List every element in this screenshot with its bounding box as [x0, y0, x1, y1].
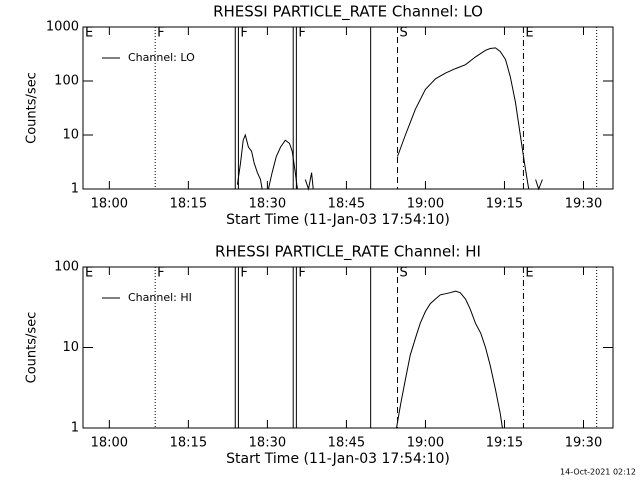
x-tick-label: 19:30 — [565, 197, 602, 212]
x-axis-label: Start Time (11-Jan-03 17:54:10) — [226, 212, 450, 228]
y-tick-label: 100 — [54, 260, 79, 275]
timestamp: 14-Oct-2021 02:12 — [560, 468, 636, 477]
event-label: F — [157, 26, 164, 41]
y-tick-label: 10 — [62, 128, 79, 143]
event-label: F — [240, 266, 247, 281]
x-tick-label: 18:00 — [91, 197, 128, 212]
y-tick-label: 100 — [54, 74, 79, 89]
x-tick-label: 19:30 — [565, 436, 602, 451]
x-tick-label: 18:30 — [249, 436, 286, 451]
event-label: E — [525, 266, 533, 281]
y-tick-label: 1 — [71, 421, 79, 436]
x-tick-label: 18:45 — [328, 436, 365, 451]
event-label: F — [157, 266, 164, 281]
x-tick-label: 18:15 — [170, 436, 207, 451]
y-axis-label: Counts/sec — [25, 72, 40, 144]
x-tick-label: 18:45 — [328, 197, 365, 212]
event-label: E — [525, 26, 533, 41]
x-axis-label: Start Time (11-Jan-03 17:54:10) — [226, 451, 450, 467]
chart-title: RHESSI PARTICLE_RATE Channel: HI — [215, 243, 481, 262]
x-tick-label: 19:15 — [486, 436, 523, 451]
chart-title: RHESSI PARTICLE_RATE Channel: LO — [213, 3, 483, 22]
event-label: S — [400, 266, 408, 281]
x-tick-label: 19:00 — [407, 197, 444, 212]
data-line — [236, 47, 543, 191]
x-tick-label: 18:30 — [249, 197, 286, 212]
x-tick-label: 19:15 — [486, 197, 523, 212]
event-label: S — [400, 26, 408, 41]
event-label: F — [298, 26, 305, 41]
x-tick-label: 18:15 — [170, 197, 207, 212]
data-line — [396, 290, 503, 429]
event-label: F — [298, 266, 305, 281]
y-tick-label: 1 — [71, 182, 79, 197]
event-label: E — [85, 26, 93, 41]
x-tick-label: 18:00 — [91, 436, 128, 451]
legend-label: Channel: HI — [128, 291, 192, 304]
x-tick-label: 19:00 — [407, 436, 444, 451]
event-label: F — [240, 26, 247, 41]
plot-frame — [82, 26, 614, 190]
y-tick-label: 10 — [62, 340, 79, 355]
y-axis-label: Counts/sec — [25, 312, 40, 384]
event-label: E — [85, 266, 93, 281]
y-tick-label: 1000 — [46, 20, 79, 35]
legend-label: Channel: LO — [128, 51, 195, 64]
